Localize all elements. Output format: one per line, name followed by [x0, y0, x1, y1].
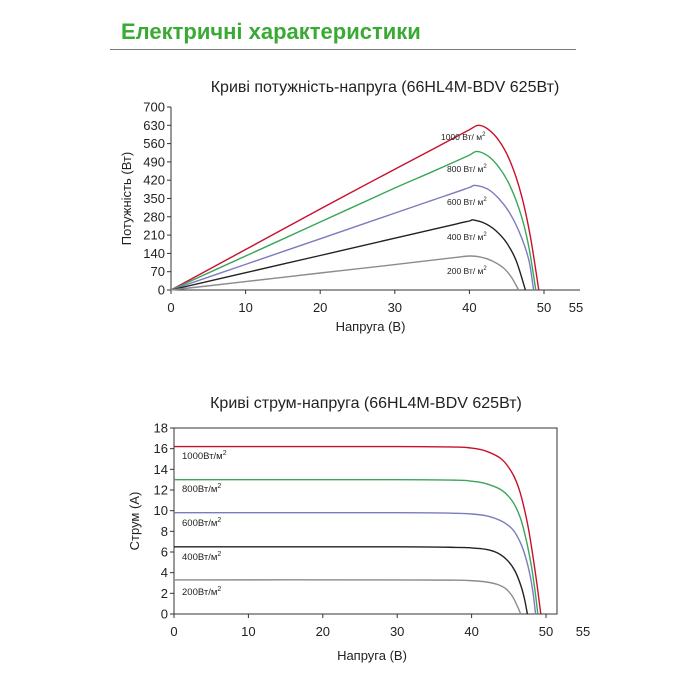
power-voltage-chart: Криві потужність-напруга (66HL4M-BDV 625… — [119, 79, 583, 334]
series-line — [173, 511, 537, 615]
series-label: 200Вт/м2 — [182, 586, 221, 598]
series-label: 1000Вт/м2 — [182, 450, 227, 462]
series-line — [170, 219, 527, 291]
series-label: 200 Вт/ м2 — [447, 266, 487, 276]
series-label: 400 Вт/ м2 — [447, 232, 487, 242]
x-axis-label: Напруга (В) — [337, 648, 407, 663]
series-line — [173, 579, 522, 615]
x-tick-label: 55 — [569, 300, 583, 315]
series-label: 400Вт/м2 — [182, 551, 221, 563]
series-label: 600Вт/м2 — [182, 517, 221, 529]
x-tick-label: 40 — [464, 624, 478, 639]
y-tick-label: 18 — [154, 421, 168, 436]
series-label: 600 Вт/ м2 — [447, 197, 487, 207]
page-title: Електричні характеристики — [121, 19, 421, 44]
y-tick-label: 70 — [151, 264, 165, 279]
y-tick-label: 280 — [143, 209, 165, 224]
y-tick-label: 420 — [143, 173, 165, 188]
y-tick-label: 700 — [143, 100, 165, 115]
series-line — [173, 445, 542, 615]
y-tick-label: 10 — [154, 503, 168, 518]
series-line — [170, 124, 540, 291]
y-tick-label: 490 — [143, 154, 165, 169]
y-tick-label: 140 — [143, 246, 165, 261]
x-tick-label: 50 — [537, 300, 551, 315]
x-tick-label: 0 — [170, 624, 177, 639]
x-tick-label: 10 — [241, 624, 255, 639]
y-axis-label: Потужність (Вт) — [119, 152, 134, 246]
title-divider — [110, 49, 576, 50]
y-tick-label: 4 — [161, 565, 168, 580]
x-tick-label: 30 — [388, 300, 402, 315]
y-axis-label: Струм (А) — [127, 492, 142, 551]
x-tick-label: 40 — [462, 300, 476, 315]
y-tick-label: 630 — [143, 118, 165, 133]
series-label: 800Вт/м2 — [182, 483, 221, 495]
series-line — [173, 478, 539, 615]
series-label: 800 Вт/ м2 — [447, 164, 487, 174]
y-tick-label: 6 — [161, 545, 168, 560]
series-line — [170, 150, 537, 291]
x-tick-label: 20 — [316, 624, 330, 639]
y-tick-label: 0 — [158, 283, 165, 298]
y-tick-label: 0 — [161, 607, 168, 622]
x-tick-label: 10 — [238, 300, 252, 315]
y-tick-label: 350 — [143, 191, 165, 206]
x-tick-label: 0 — [167, 300, 174, 315]
plot-frame — [173, 427, 558, 615]
series-line — [170, 184, 535, 291]
chart-title: Криві потужність-напруга (66HL4M-BDV 625… — [211, 79, 560, 96]
y-tick-label: 12 — [154, 483, 168, 498]
series-line — [170, 255, 520, 291]
y-tick-label: 560 — [143, 136, 165, 151]
y-tick-label: 14 — [154, 462, 168, 477]
x-tick-label: 55 — [576, 624, 590, 639]
y-tick-label: 210 — [143, 228, 165, 243]
x-tick-label: 50 — [539, 624, 553, 639]
series-label: 1000 Вт/ м2 — [441, 132, 486, 142]
x-tick-label: 20 — [313, 300, 327, 315]
y-tick-label: 2 — [161, 586, 168, 601]
chart-title: Криві струм-напруга (66HL4M-BDV 625Вт) — [210, 395, 522, 412]
y-tick-label: 16 — [154, 441, 168, 456]
x-axis-label: Напруга (В) — [336, 319, 406, 334]
x-tick-label: 30 — [390, 624, 404, 639]
y-tick-label: 8 — [161, 524, 168, 539]
series-line — [173, 546, 529, 615]
